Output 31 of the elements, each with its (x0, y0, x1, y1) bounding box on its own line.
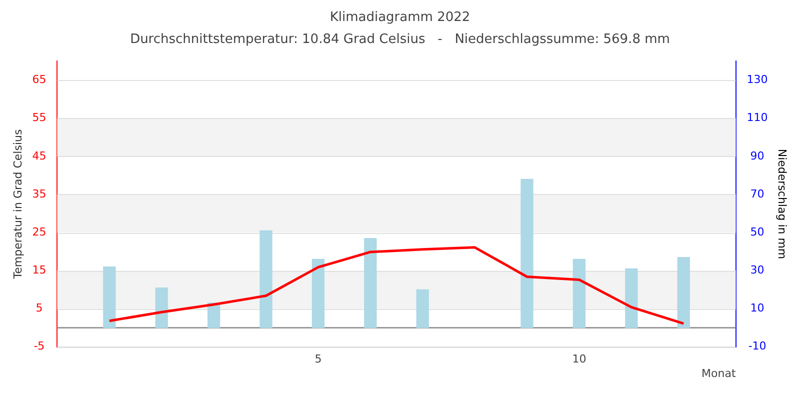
y2-tick-label: -10 (748, 340, 766, 353)
y2-axis-title: Niederschlag in mm (776, 148, 789, 260)
y-tick-label: 25 (32, 225, 46, 238)
y-tick-label: -5 (34, 340, 45, 353)
y2-tick-label: 110 (746, 111, 768, 124)
bar (312, 258, 325, 328)
y-tick-label: 5 (36, 302, 43, 315)
y2-tick-label: 90 (750, 149, 764, 162)
bar (103, 266, 116, 328)
y-axis-title: Temperatur in Grad Celsius (11, 129, 24, 280)
y2-tick-label: 70 (750, 187, 764, 200)
y2-tick-label: 10 (750, 302, 764, 315)
chart-subtitle: Durchschnittstemperatur: 10.84 Grad Celsius - Niederschlagssumme: 569.8 mm (130, 32, 670, 47)
y-tick-label: 55 (32, 111, 46, 124)
chart-title: Klimadiagramm 2022 (330, 10, 470, 26)
bar (520, 178, 534, 328)
bar (572, 258, 586, 328)
y-tick-label: 35 (32, 187, 46, 200)
bar (155, 287, 168, 328)
bar (625, 268, 638, 328)
y2-tick-label: 30 (750, 264, 764, 276)
y-tick-label: 45 (32, 149, 46, 162)
y2-tick-label: 50 (750, 225, 764, 238)
y2-tick-label: 130 (746, 73, 768, 86)
bar (677, 256, 690, 328)
y-tick-label: 15 (32, 264, 46, 276)
bar (260, 230, 272, 328)
x-axis-title: Monat (702, 367, 736, 380)
y-tick-label: 65 (32, 73, 46, 86)
bar (416, 289, 429, 328)
bar (364, 238, 377, 328)
